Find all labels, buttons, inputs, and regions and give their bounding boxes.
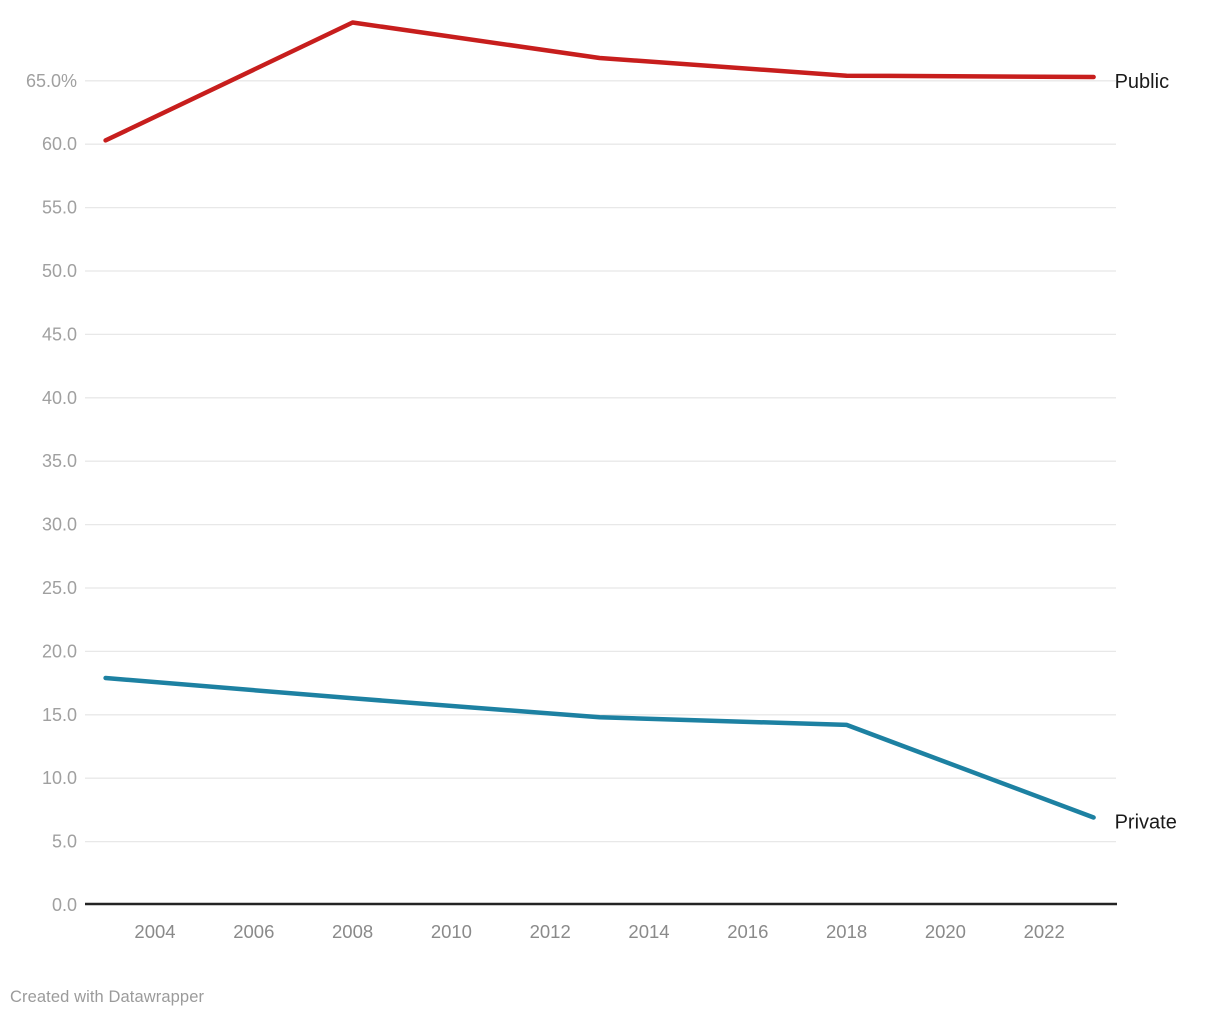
y-tick-label: 0.0 [52, 895, 77, 915]
y-tick-label: 45.0 [42, 324, 77, 344]
x-tick-label: 2004 [134, 921, 175, 942]
y-tick-label: 35.0 [42, 451, 77, 471]
y-tick-label: 25.0 [42, 578, 77, 598]
x-tick-label: 2008 [332, 921, 373, 942]
series-label-private: Private [1115, 812, 1177, 834]
series-line-private [103, 675, 1096, 820]
x-tick-label: 2016 [727, 921, 768, 942]
series-line-public [103, 20, 1096, 143]
y-tick-label: 5.0 [52, 832, 77, 852]
y-tick-label: 10.0 [42, 768, 77, 788]
x-tick-label: 2014 [628, 921, 669, 942]
x-tick-label: 2012 [530, 921, 571, 942]
datawrapper-credit: Created with Datawrapper [10, 988, 205, 1006]
y-tick-label: 60.0 [42, 134, 77, 154]
y-tick-label: 50.0 [42, 261, 77, 281]
y-tick-label: 20.0 [42, 641, 77, 661]
x-tick-label: 2018 [826, 921, 867, 942]
x-tick-label: 2020 [925, 921, 966, 942]
series-label-public: Public [1115, 71, 1169, 93]
y-tick-label: 55.0 [42, 198, 77, 218]
y-tick-label: 30.0 [42, 515, 77, 535]
x-tick-label: 2010 [431, 921, 472, 942]
x-tick-label: 2006 [233, 921, 274, 942]
y-tick-label: 40.0 [42, 388, 77, 408]
y-tick-label: 15.0 [42, 705, 77, 725]
y-tick-label: 65.0% [26, 71, 77, 91]
x-tick-label: 2022 [1024, 921, 1065, 942]
